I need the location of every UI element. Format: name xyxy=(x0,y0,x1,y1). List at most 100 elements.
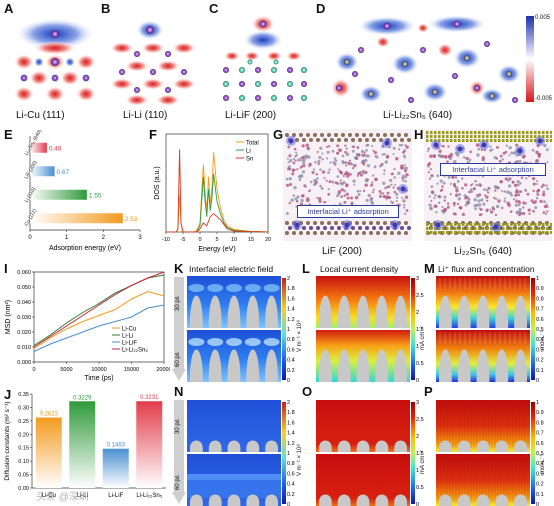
i-xtick-4: 20000 xyxy=(156,367,170,373)
j-value-2: 0.1463 xyxy=(107,443,126,449)
colorbar-o-tick-4: 1 xyxy=(416,468,419,474)
annotation-h: Interfacial Li⁺ adsorption xyxy=(440,163,546,176)
j-category-1: Li-Li xyxy=(77,493,88,499)
panel-label-g: G xyxy=(273,127,284,142)
colorbar-m: 1 0.9 0.8 0.7 0.6 0.5 0.4 0.3 0.2 0.1 0 xyxy=(531,276,544,382)
colorbar-p-tick-7: 0.3 xyxy=(536,471,544,477)
panel-label-n: N xyxy=(174,384,184,399)
unit-k: V m⁻¹ × 10⁸ xyxy=(297,320,303,352)
colorbar-m-tick-4: 0.6 xyxy=(536,317,544,323)
j-category-3: Li-Li₂₂Sn₅ xyxy=(136,493,162,499)
f-legend-1: Li xyxy=(246,149,251,155)
chart-j-diffusion: 0.2623 Li-Cu 0.3229 Li-Li 0.1463 Li-LiF 0.3231… xyxy=(4,392,166,499)
colorbar-p-tick-2: 0.8 xyxy=(536,420,544,426)
panel-label-a: A xyxy=(4,1,14,16)
colorbar-o-tick-1: 2.5 xyxy=(416,417,424,423)
colorbar-n-tick-3: 1.4 xyxy=(287,431,295,437)
j-ytick-0: 0.00 xyxy=(18,486,29,492)
map-m-30ps xyxy=(436,276,530,328)
j-category-0: Li-Cu xyxy=(42,493,56,499)
colorbar-k: 2 1.8 1.6 1.4 1.2 1 0.8 0.6 0.4 0.2 0 xyxy=(282,276,295,382)
colorbar-m-tick-5: 0.5 xyxy=(536,327,544,333)
j-ytick-5: 0.25 xyxy=(18,419,29,425)
colorbar-m-tick-2: 0.8 xyxy=(536,296,544,302)
e-value-0: 0.46 xyxy=(49,145,62,152)
i-series-2 xyxy=(33,304,165,352)
colorbar-n-tick-0: 2 xyxy=(287,400,290,406)
panel-label-h: H xyxy=(414,127,424,142)
annotation-g: Interfacial Li⁺ adsorption xyxy=(297,205,399,218)
colorbar-n-tick-10: 0 xyxy=(287,502,290,506)
j-ytick-3: 0.15 xyxy=(18,446,29,452)
unit-o: mA cm⁻² xyxy=(420,450,426,475)
j-value-1: 0.3229 xyxy=(73,395,92,401)
md-snapshot-li22sn5: Interfacial Li⁺ adsorption xyxy=(424,129,552,241)
colorbar-k-tick-0: 2 xyxy=(287,276,290,282)
f-series-2 xyxy=(166,149,269,233)
f-xtick-1: -5 xyxy=(181,237,186,243)
colorbar-p-tick-6: 0.4 xyxy=(536,461,544,467)
colorbar-m-tick-9: 0.1 xyxy=(536,368,544,374)
panel-label-f: F xyxy=(149,127,157,142)
f-xtick-3: 5 xyxy=(215,237,218,243)
f-xtick-6: 20 xyxy=(265,237,271,243)
md-snapshot-lif: Interfacial Li⁺ adsorption xyxy=(283,129,412,241)
i-ytick-5: 0.050 xyxy=(17,285,31,291)
time-60ps-k: 60 ps xyxy=(175,352,181,367)
colorbar-m-tick-0: 1 xyxy=(536,276,539,282)
i-ytick-3: 0.030 xyxy=(17,315,31,321)
colorbar-k-tick-8: 0.4 xyxy=(287,358,295,364)
i-ytick-1: 0.010 xyxy=(17,345,31,351)
colorbar-m-tick-3: 0.7 xyxy=(536,307,544,313)
colorbar-n-tick-1: 1.8 xyxy=(287,410,295,416)
colorbar-m-tick-1: 0.9 xyxy=(536,286,544,292)
j-value-0: 0.2623 xyxy=(40,412,59,418)
map-l-60ps xyxy=(316,330,410,382)
i-xtick-3: 15000 xyxy=(124,367,139,373)
colorbar-m-tick-7: 0.3 xyxy=(536,347,544,353)
charge-density-li-lif xyxy=(218,14,308,106)
colorbar-d xyxy=(526,16,534,102)
f-xtick-2: 0 xyxy=(198,237,201,243)
colorbar-d-max: 0.005 xyxy=(535,15,551,21)
panel-label-j: J xyxy=(4,387,12,402)
colorbar-o-tick-3: 1.5 xyxy=(416,451,424,457)
j-category-2: Li-LiF xyxy=(108,493,123,499)
charge-density-li-li22sn5 xyxy=(327,14,523,106)
j-ylabel: Diffusion constants (m² s⁻¹) xyxy=(4,401,11,480)
charge-density-li-li xyxy=(110,14,196,106)
i-xlabel: Time (ps) xyxy=(84,375,113,382)
i-legend-0: Li-Cu xyxy=(122,327,136,333)
i-series-0 xyxy=(33,290,165,349)
e-xlabel: Adsorption energy (eV) xyxy=(49,245,121,252)
colorbar-l-tick-5: 0.5 xyxy=(416,361,424,367)
i-xtick-0: 0 xyxy=(32,367,35,373)
colorbar-o-tick-2: 2 xyxy=(416,434,419,440)
j-value-3: 0.3231 xyxy=(140,395,159,401)
colorbar-p-tick-3: 0.7 xyxy=(536,431,544,437)
j-bar-2 xyxy=(102,448,129,488)
j-bar-1 xyxy=(69,401,96,488)
title-k: Interfacial electric field xyxy=(189,264,274,274)
i-ytick-6: 0.060 xyxy=(17,270,31,276)
title-m: Li⁺ flux and concentration xyxy=(438,264,535,274)
colorbar-n: 2 1.8 1.6 1.4 1.2 1 0.8 0.6 0.4 0.2 0 xyxy=(282,400,295,506)
e-xtick-1: 1 xyxy=(65,235,69,241)
j-bar-0 xyxy=(35,417,62,488)
colorbar-l-tick-2: 2 xyxy=(416,310,419,316)
caption-h: Li₂₂Sn₅ (640) xyxy=(454,246,512,257)
colorbar-p-tick-5: 0.5 xyxy=(536,451,544,457)
panel-label-l: L xyxy=(302,261,310,276)
panel-label-b: B xyxy=(101,1,111,16)
i-legend-3: Li-Li₂₂Sn₅ xyxy=(122,348,148,354)
panel-label-o: O xyxy=(302,384,313,399)
f-xtick-5: 15 xyxy=(248,237,254,243)
colorbar-n-tick-9: 0.2 xyxy=(287,492,295,498)
colorbar-d-min: -0.005 xyxy=(535,96,553,102)
caption-g: LiF (200) xyxy=(322,246,363,257)
colorbar-p-tick-4: 0.6 xyxy=(536,441,544,447)
panel-label-m: M xyxy=(424,261,435,276)
colorbar-m-tick-8: 0.2 xyxy=(536,358,544,364)
colorbar-l-tick-0: 3 xyxy=(416,276,419,282)
map-m-60ps xyxy=(436,330,530,382)
